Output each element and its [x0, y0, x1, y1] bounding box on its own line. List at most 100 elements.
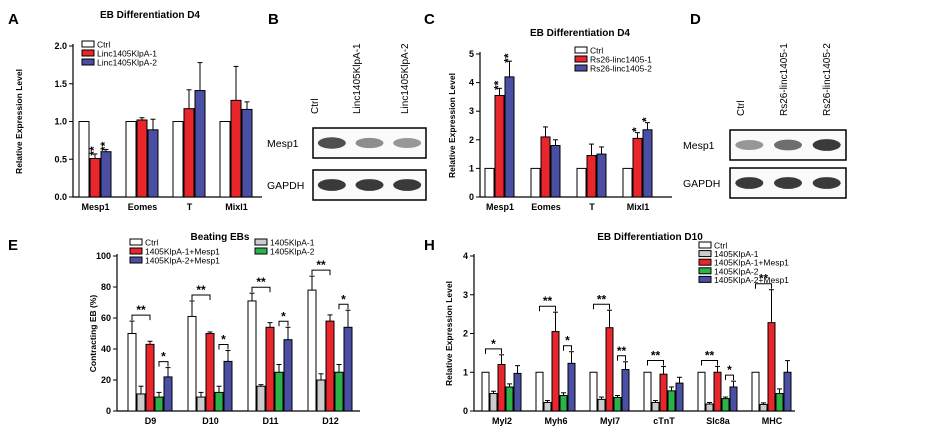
significance-bracket: [755, 283, 772, 289]
blot-band: [393, 179, 422, 191]
legend-label: 1405KlpA-2+Mesp1: [145, 256, 220, 266]
bar: [642, 129, 653, 198]
x-tick-label: MHC: [762, 416, 783, 426]
bar: [127, 333, 137, 412]
panel-label: H: [424, 237, 435, 254]
legend-swatch: [129, 238, 143, 246]
significance-bracket: [725, 374, 734, 381]
significance-label: **: [136, 303, 146, 317]
significance-bracket: [191, 294, 211, 300]
x-tick-label: Slc8a: [706, 416, 731, 426]
y-tick-label: 2: [469, 135, 474, 145]
y-tick-label: 5: [469, 49, 474, 59]
bar: [484, 167, 495, 198]
significance-label: *: [565, 334, 570, 348]
bar: [540, 136, 551, 198]
legend-label: 1405KlpA-1+Mesp1: [714, 258, 789, 268]
significance-label: **: [256, 275, 266, 289]
legend-label: Rs26-linc1405-2: [590, 64, 652, 74]
legend-swatch: [129, 256, 143, 264]
significance-label: **: [597, 292, 607, 306]
bar: [89, 157, 101, 198]
bar: [513, 372, 522, 412]
bar: [505, 386, 514, 412]
bar: [307, 289, 317, 412]
y-axis-label: Contracting EB (%): [88, 295, 98, 373]
bar: [283, 339, 293, 412]
bar: [497, 364, 506, 412]
significance-label: **: [543, 294, 553, 308]
x-tick-label: D12: [322, 416, 339, 426]
significance-bracket: [131, 314, 151, 321]
y-tick-label: 4: [469, 78, 474, 88]
bar: [343, 326, 353, 412]
x-tick-label: T: [589, 202, 595, 212]
bar: [78, 121, 90, 198]
blot-band: [735, 140, 764, 150]
y-tick-label: 0: [106, 406, 111, 416]
legend-label: 1405KlpA-2+Mesp1: [714, 275, 789, 285]
blot-band: [812, 139, 841, 151]
bar: [145, 343, 155, 412]
blot-band: [774, 139, 802, 151]
bar: [183, 108, 195, 198]
significance-label: *: [281, 309, 286, 323]
significance-label: *: [491, 337, 496, 351]
blot-band: [317, 179, 346, 191]
blot-band: [317, 137, 346, 149]
chart-title: EB Differentiation D4: [530, 28, 630, 39]
significance-label: **: [705, 348, 715, 362]
legend-label: Rs26-linc1405-1: [590, 55, 652, 65]
chart-title: EB Differentiation D10: [597, 232, 703, 243]
blot-band: [355, 179, 384, 191]
bar: [621, 369, 630, 412]
significance-label: *: [221, 333, 226, 347]
significance-label: **: [617, 344, 627, 358]
significance-label: **: [316, 258, 326, 272]
blot-row-label: GAPDH: [683, 178, 720, 190]
bar: [481, 371, 490, 412]
significance-bracket: [701, 359, 718, 366]
significance-bracket: [338, 303, 349, 310]
significance-label: *: [161, 350, 166, 364]
panel-label: B: [268, 11, 279, 28]
significance-label: **: [492, 80, 506, 90]
legend-label: Ctrl: [145, 238, 158, 248]
legend-label: 1405KlpA-1: [270, 238, 315, 248]
bar: [265, 326, 275, 412]
legend-swatch: [698, 250, 712, 258]
y-tick-label: 4: [463, 251, 468, 261]
chart-panel-h: H EB Differentiation D10 Relative Expressi…: [424, 232, 795, 426]
blot-row-label: Mesp1: [683, 140, 715, 152]
panel-label: A: [8, 11, 19, 28]
bar: [589, 371, 598, 412]
x-tick-label: Eomes: [531, 202, 561, 212]
bar: [325, 320, 335, 412]
significance-label: **: [98, 141, 112, 151]
legend-swatch: [698, 275, 712, 283]
bar: [256, 385, 266, 412]
significance-label: **: [759, 272, 769, 286]
significance-label: **: [502, 53, 516, 63]
x-tick-label: Myl7: [600, 416, 620, 426]
significance-bracket: [278, 320, 289, 327]
bar: [247, 300, 257, 412]
bar: [632, 137, 643, 198]
panel-label: D: [690, 11, 701, 28]
y-tick-label: 2: [463, 329, 468, 339]
legend-swatch: [81, 40, 95, 48]
bar: [622, 167, 633, 198]
bar: [596, 153, 607, 198]
bar: [535, 371, 544, 412]
legend-label: 1405KlpA-1+Mesp1: [145, 247, 220, 257]
y-tick-label: 3: [463, 290, 468, 300]
significance-label: *: [341, 292, 346, 306]
y-tick-label: 80: [101, 282, 111, 292]
y-tick-label: 3: [469, 106, 474, 116]
legend-swatch: [698, 241, 712, 249]
legend-label: Ctrl: [714, 241, 727, 251]
chart-panel-e: E Beating EBs Contracting EB (%) 0 20 40 60 80 1…: [8, 232, 360, 426]
bar: [163, 376, 173, 412]
significance-label: *: [630, 127, 644, 132]
